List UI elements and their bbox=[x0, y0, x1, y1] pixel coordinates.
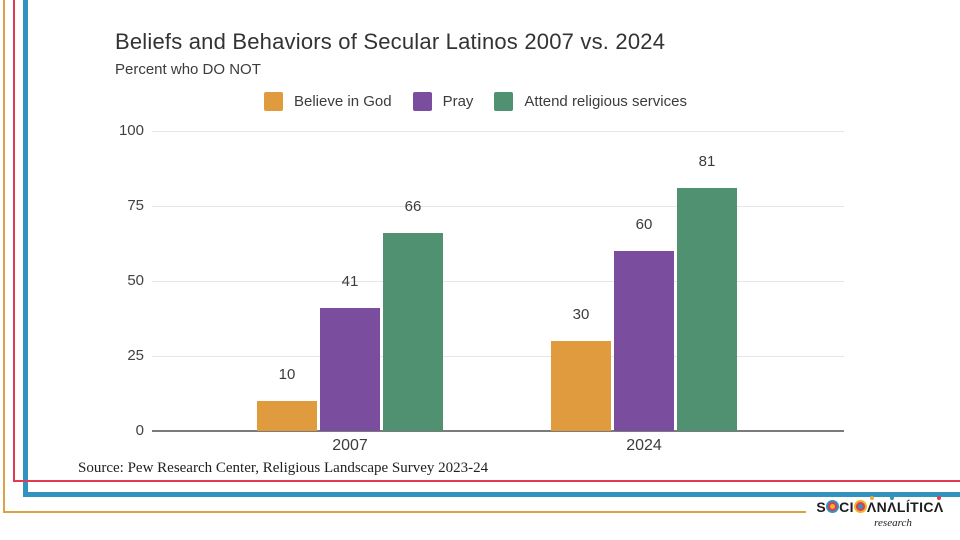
bar bbox=[551, 341, 611, 431]
legend-item: Pray bbox=[412, 92, 474, 111]
frame-line-red-vertical bbox=[13, 0, 15, 482]
logo-brand: S CI Λ N Λ L Í TIC Λ bbox=[810, 495, 950, 515]
bar bbox=[677, 188, 737, 431]
bar-value-label: 81 bbox=[698, 153, 716, 170]
bar-value-label: 66 bbox=[404, 198, 422, 215]
frame-line-blue-horizontal bbox=[23, 492, 960, 497]
bar-value-label: 30 bbox=[572, 306, 590, 323]
legend-label: Pray bbox=[442, 93, 474, 110]
chart-subtitle: Percent who DO NOT bbox=[115, 61, 261, 78]
socioanalitica-logo: S CI Λ N Λ L Í TIC Λ research bbox=[810, 495, 950, 529]
bar-value-label: 41 bbox=[341, 273, 359, 290]
gridline bbox=[152, 206, 844, 207]
legend-item: Believe in God bbox=[264, 92, 392, 111]
logo-letter-o-ring-icon bbox=[828, 502, 838, 511]
y-axis-tick-label: 25 bbox=[127, 347, 144, 364]
gridline bbox=[152, 131, 844, 132]
logo-letter-a-dot-icon bbox=[869, 495, 874, 500]
legend-swatch-icon bbox=[264, 92, 283, 111]
y-axis-tick-label: 75 bbox=[127, 197, 144, 214]
bar bbox=[614, 251, 674, 431]
y-axis-tick-label: 100 bbox=[118, 122, 144, 139]
bar bbox=[320, 308, 380, 431]
logo-letter-a: Λ bbox=[867, 495, 877, 515]
frame-line-red-horizontal bbox=[13, 480, 960, 482]
gridline bbox=[152, 281, 844, 282]
frame-line-blue-vertical bbox=[23, 0, 28, 497]
x-axis-category-label: 2007 bbox=[332, 437, 368, 454]
chart-legend: Believe in God Pray Attend religious servi… bbox=[264, 92, 687, 111]
y-axis-tick-label: 0 bbox=[135, 422, 144, 439]
bar-value-label: 60 bbox=[635, 216, 653, 233]
logo-letters: N bbox=[876, 498, 888, 515]
logo-letters: TIC bbox=[910, 498, 934, 515]
bar-value-label: 10 bbox=[278, 366, 296, 383]
gridline bbox=[152, 356, 844, 357]
logo-letter-o-ring-icon bbox=[855, 502, 865, 511]
source-note: Source: Pew Research Center, Religious L… bbox=[78, 460, 489, 476]
y-axis-tick-label: 50 bbox=[127, 272, 144, 289]
logo-letter-a: Λ bbox=[887, 495, 897, 515]
x-axis-category-label: 2024 bbox=[626, 437, 662, 454]
frame-line-gold-vertical bbox=[3, 0, 5, 513]
logo-letters: S bbox=[816, 498, 827, 515]
logo-letter-a-dot-icon bbox=[890, 495, 895, 500]
x-axis-line bbox=[152, 430, 844, 432]
bar bbox=[257, 401, 317, 431]
chart-title: Beliefs and Behaviors of Secular Latinos… bbox=[115, 29, 666, 54]
legend-label: Believe in God bbox=[294, 93, 392, 110]
logo-letters: L bbox=[896, 498, 906, 515]
logo-letter-a: Λ bbox=[934, 495, 944, 515]
legend-swatch-icon bbox=[494, 92, 514, 111]
logo-letters: Í bbox=[905, 498, 911, 515]
logo-letters: CI bbox=[839, 498, 854, 515]
legend-item: Attend religious services bbox=[494, 92, 687, 111]
bar bbox=[383, 233, 443, 431]
frame-line-gold-horizontal bbox=[3, 511, 806, 513]
logo-tagline: research bbox=[874, 517, 912, 529]
logo-letter-a-dot-icon bbox=[936, 495, 941, 500]
legend-swatch-icon bbox=[412, 92, 432, 111]
legend-label: Attend religious services bbox=[524, 93, 687, 110]
